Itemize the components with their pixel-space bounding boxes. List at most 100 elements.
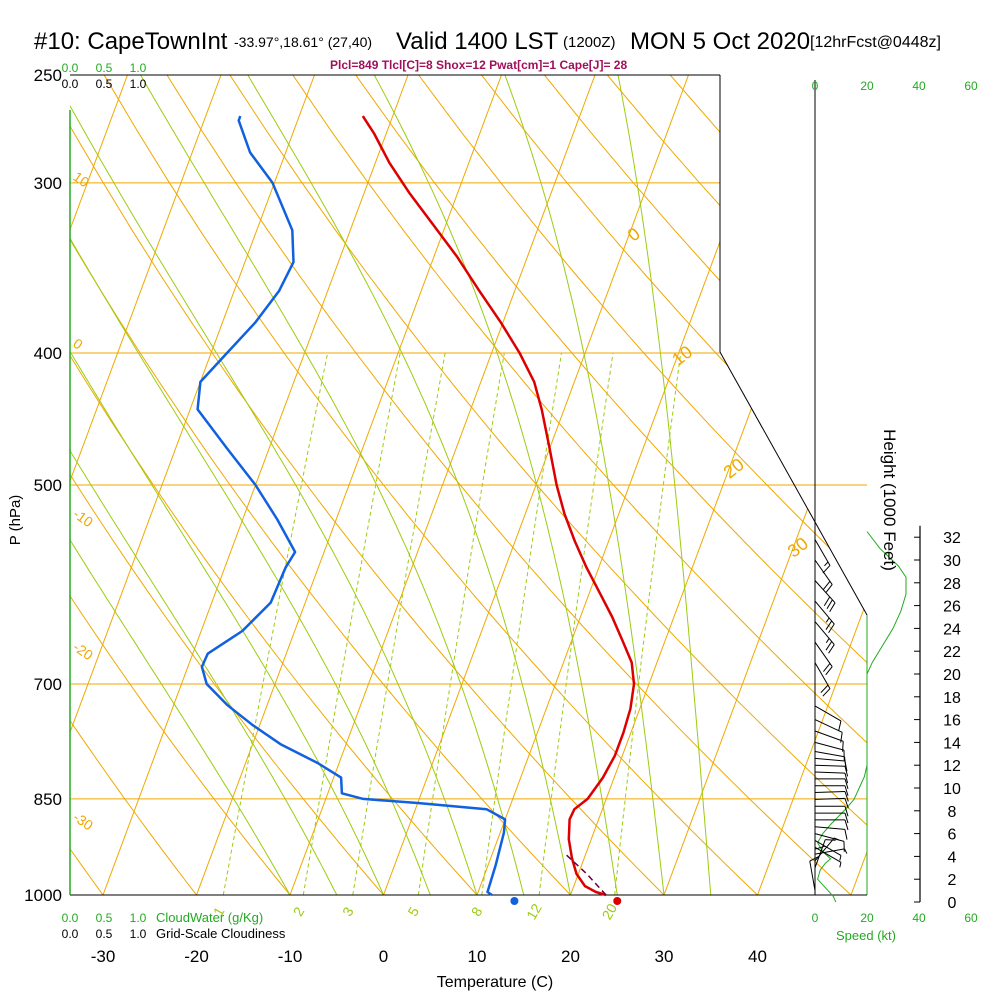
- height-axis-label: Height (1000 Feet): [880, 429, 899, 571]
- wind-barb: [814, 719, 843, 743]
- pressure-tick-label: 700: [34, 675, 62, 694]
- wind-barb: [815, 805, 849, 817]
- speed-tick-top: 20: [860, 79, 874, 93]
- moist-adiabat-line: [140, 75, 525, 895]
- wind-barb: [814, 580, 836, 612]
- wind-barb-flag: [838, 720, 842, 732]
- wind-barb-flag: [844, 812, 849, 824]
- wind-barb-staff: [814, 580, 836, 604]
- wind-barb-staff: [814, 771, 845, 774]
- mixing-ratio-line: [352, 352, 446, 895]
- wind-barb-flag: [844, 785, 849, 796]
- dry-adiabat-line: [418, 75, 867, 895]
- wind-barb-staff: [814, 741, 845, 751]
- wind-barb-flag: [828, 644, 835, 654]
- dry-adiabat-line: [355, 75, 867, 895]
- cloudwater-tick-top: 1.0: [130, 61, 147, 75]
- mixing-ratio-label: 5: [404, 904, 422, 919]
- wind-barb: [814, 848, 848, 855]
- wind-barb: [815, 819, 849, 831]
- isotherm-line: [70, 75, 128, 895]
- wind-barb-half-flag: [825, 617, 830, 623]
- speed-tick-bottom: 20: [860, 911, 874, 925]
- temperature-tick-label: 0: [379, 947, 388, 966]
- wind-barb-flag: [825, 584, 833, 594]
- wind-barb-flag: [822, 565, 831, 574]
- height-tick-label: 30: [943, 553, 961, 570]
- isotherm-line: [850, 75, 867, 895]
- temperature-tick-label: 20: [561, 947, 580, 966]
- speed-tick-top: 0: [812, 79, 819, 93]
- wind-barb-flag: [825, 839, 836, 841]
- wind-barb-flag: [844, 778, 849, 790]
- chart-title-valid: Valid 1400 LST: [396, 28, 559, 55]
- wind-barb-flag: [822, 688, 831, 697]
- cloudiness-axis-label: Grid-Scale Cloudiness: [156, 926, 286, 941]
- chart-title-date: MON 5 Oct 2020: [630, 28, 811, 55]
- height-tick-label: 10: [943, 781, 961, 798]
- cloudwater-tick-top: 0.0: [62, 61, 79, 75]
- cloudwater-tick-top: 0.5: [96, 61, 113, 75]
- y-axis-label: P (hPa): [7, 495, 24, 546]
- wind-barb: [814, 641, 833, 676]
- wind-barb-staff: [814, 837, 835, 862]
- wind-barb-flag: [828, 623, 835, 634]
- speed-tick-bottom: 60: [964, 911, 978, 925]
- cloudiness-tick-bottom: 1.0: [130, 927, 147, 941]
- height-tick-label: 2: [948, 872, 957, 889]
- speed-tick-bottom: 40: [912, 911, 926, 925]
- wind-barb-flag: [823, 580, 831, 590]
- dry-adiabat-line: [166, 75, 852, 895]
- speed-tick-top: 60: [964, 79, 978, 93]
- cloudwater-tick-bottom: 0.5: [96, 911, 113, 925]
- wind-barb: [814, 791, 849, 802]
- mixing-ratio-line: [538, 352, 614, 895]
- wind-barb-flag: [844, 798, 849, 809]
- wind-barb: [814, 539, 831, 574]
- wind-barb-staff: [814, 757, 845, 762]
- wind-barb: [815, 812, 849, 824]
- moist-adiabat-line: [373, 75, 618, 895]
- wind-barb: [814, 730, 844, 752]
- wind-barb-flag: [842, 741, 844, 752]
- wind-barb: [814, 751, 847, 768]
- height-tick-label: 18: [943, 690, 961, 707]
- temperature-tick-label: -20: [184, 947, 209, 966]
- cloudwater-tick-bottom: 1.0: [130, 911, 147, 925]
- wind-barb-staff: [814, 705, 842, 722]
- height-tick-label: 0: [948, 895, 957, 912]
- pressure-tick-label: 400: [34, 344, 62, 363]
- isotherm-label: 10: [668, 342, 696, 370]
- wind-barb-staff: [814, 833, 845, 842]
- wind-barb-half-flag: [839, 855, 842, 861]
- cloudwater-tick-bottom: 0.0: [62, 911, 79, 925]
- mixing-ratio-label: 20: [598, 901, 620, 923]
- mixing-ratio-label: 2: [290, 904, 308, 919]
- wind-barb-staff: [814, 764, 845, 767]
- x-axis-label: Temperature (C): [437, 974, 553, 991]
- moist-adiabat-line: [617, 75, 712, 895]
- wind-barb-staff: [814, 751, 845, 758]
- moist-adiabat-line: [70, 75, 431, 895]
- tropopause-fraction-line: [719, 351, 868, 616]
- wind-barb-staff: [814, 539, 831, 566]
- wind-barb-staff: [814, 826, 845, 830]
- wind-barb: [815, 785, 849, 796]
- chart-title-zulu: (1200Z): [563, 34, 616, 51]
- speed-axis-label: Speed (kt): [836, 928, 896, 943]
- wind-speed-line: [817, 531, 907, 903]
- temperature-tick-label: 10: [468, 947, 487, 966]
- height-tick-label: 20: [943, 667, 961, 684]
- mixing-ratio-label: 12: [523, 901, 545, 923]
- wind-barb-flag: [829, 602, 836, 612]
- wind-barb-flag: [826, 599, 833, 610]
- dry-adiabat-line: [103, 75, 758, 895]
- dry-adiabat-label: -20: [70, 639, 96, 664]
- wind-barb: [814, 764, 849, 777]
- isotherm-label: 20: [720, 454, 748, 482]
- wind-barb: [814, 846, 842, 868]
- wind-barb-flag: [844, 766, 849, 777]
- wind-barb-half-flag: [824, 561, 829, 567]
- wind-barb-staff: [809, 860, 816, 891]
